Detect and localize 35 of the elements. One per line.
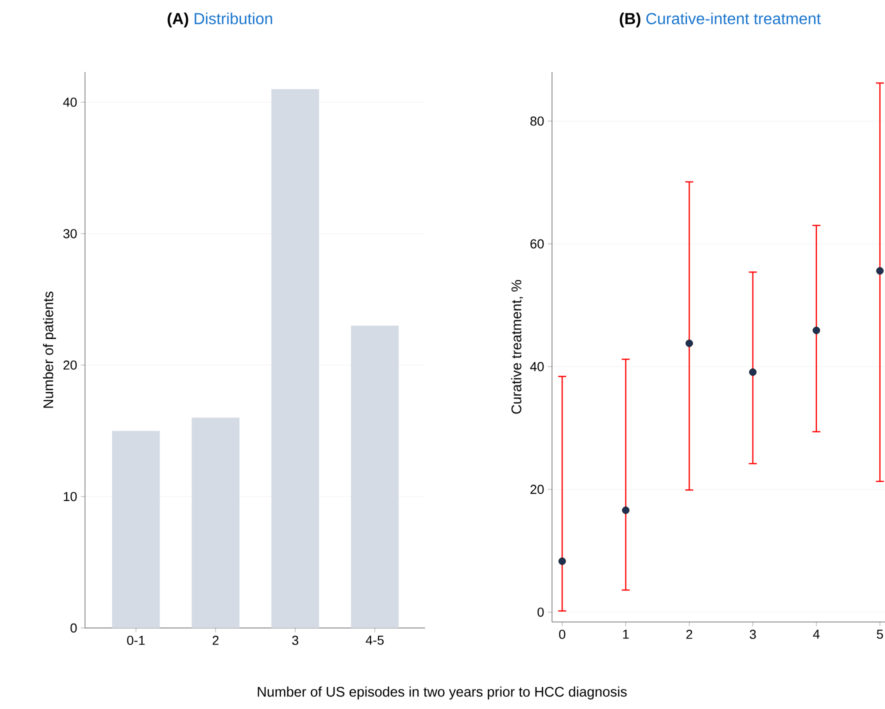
y-tick-label: 60: [530, 239, 544, 248]
y-tick-label: 40: [530, 362, 544, 372]
y-tick-label: 10: [64, 492, 77, 502]
text: (A): [168, 12, 188, 28]
bar: [192, 418, 240, 628]
point: [558, 558, 566, 565]
x-tick-label: 0-1: [127, 636, 145, 645]
y-tick-label: 20: [63, 360, 77, 370]
bar: [271, 89, 320, 628]
y-tick-label: 20: [530, 484, 544, 494]
x-tick-label: 3: [292, 636, 298, 645]
bar: [350, 326, 399, 628]
x-tick-label: 1: [623, 630, 629, 639]
y-axis-title: Number of patients: [42, 292, 56, 408]
x-tick-label: 5: [876, 630, 883, 639]
point: [686, 340, 693, 347]
x-tick-label: 3: [750, 630, 756, 639]
bar: [112, 430, 160, 628]
y-tick-label: 80: [530, 116, 544, 126]
x-tick-label: 4: [813, 630, 820, 639]
chart-title: Distribution: [194, 12, 272, 24]
x-tick-label: 2: [686, 630, 692, 639]
y-axis-title: Curative treatment, %: [511, 280, 523, 414]
x-tick-label: 2: [212, 636, 219, 645]
x-axis-title: Number of US episodes in two years prior to HCC diagnosis: [258, 686, 627, 700]
point: [812, 326, 820, 334]
point: [622, 506, 630, 514]
y-tick-label: 40: [63, 98, 77, 107]
text: (B): [620, 12, 640, 28]
point: [749, 368, 757, 376]
chart-title: Curative-intent treatment: [646, 12, 821, 24]
x-tick-label: 4-5: [366, 636, 384, 645]
x-tick-label: 0: [559, 630, 566, 639]
y-tick-label: 30: [63, 229, 77, 238]
y-tick-label: 0: [538, 608, 544, 617]
